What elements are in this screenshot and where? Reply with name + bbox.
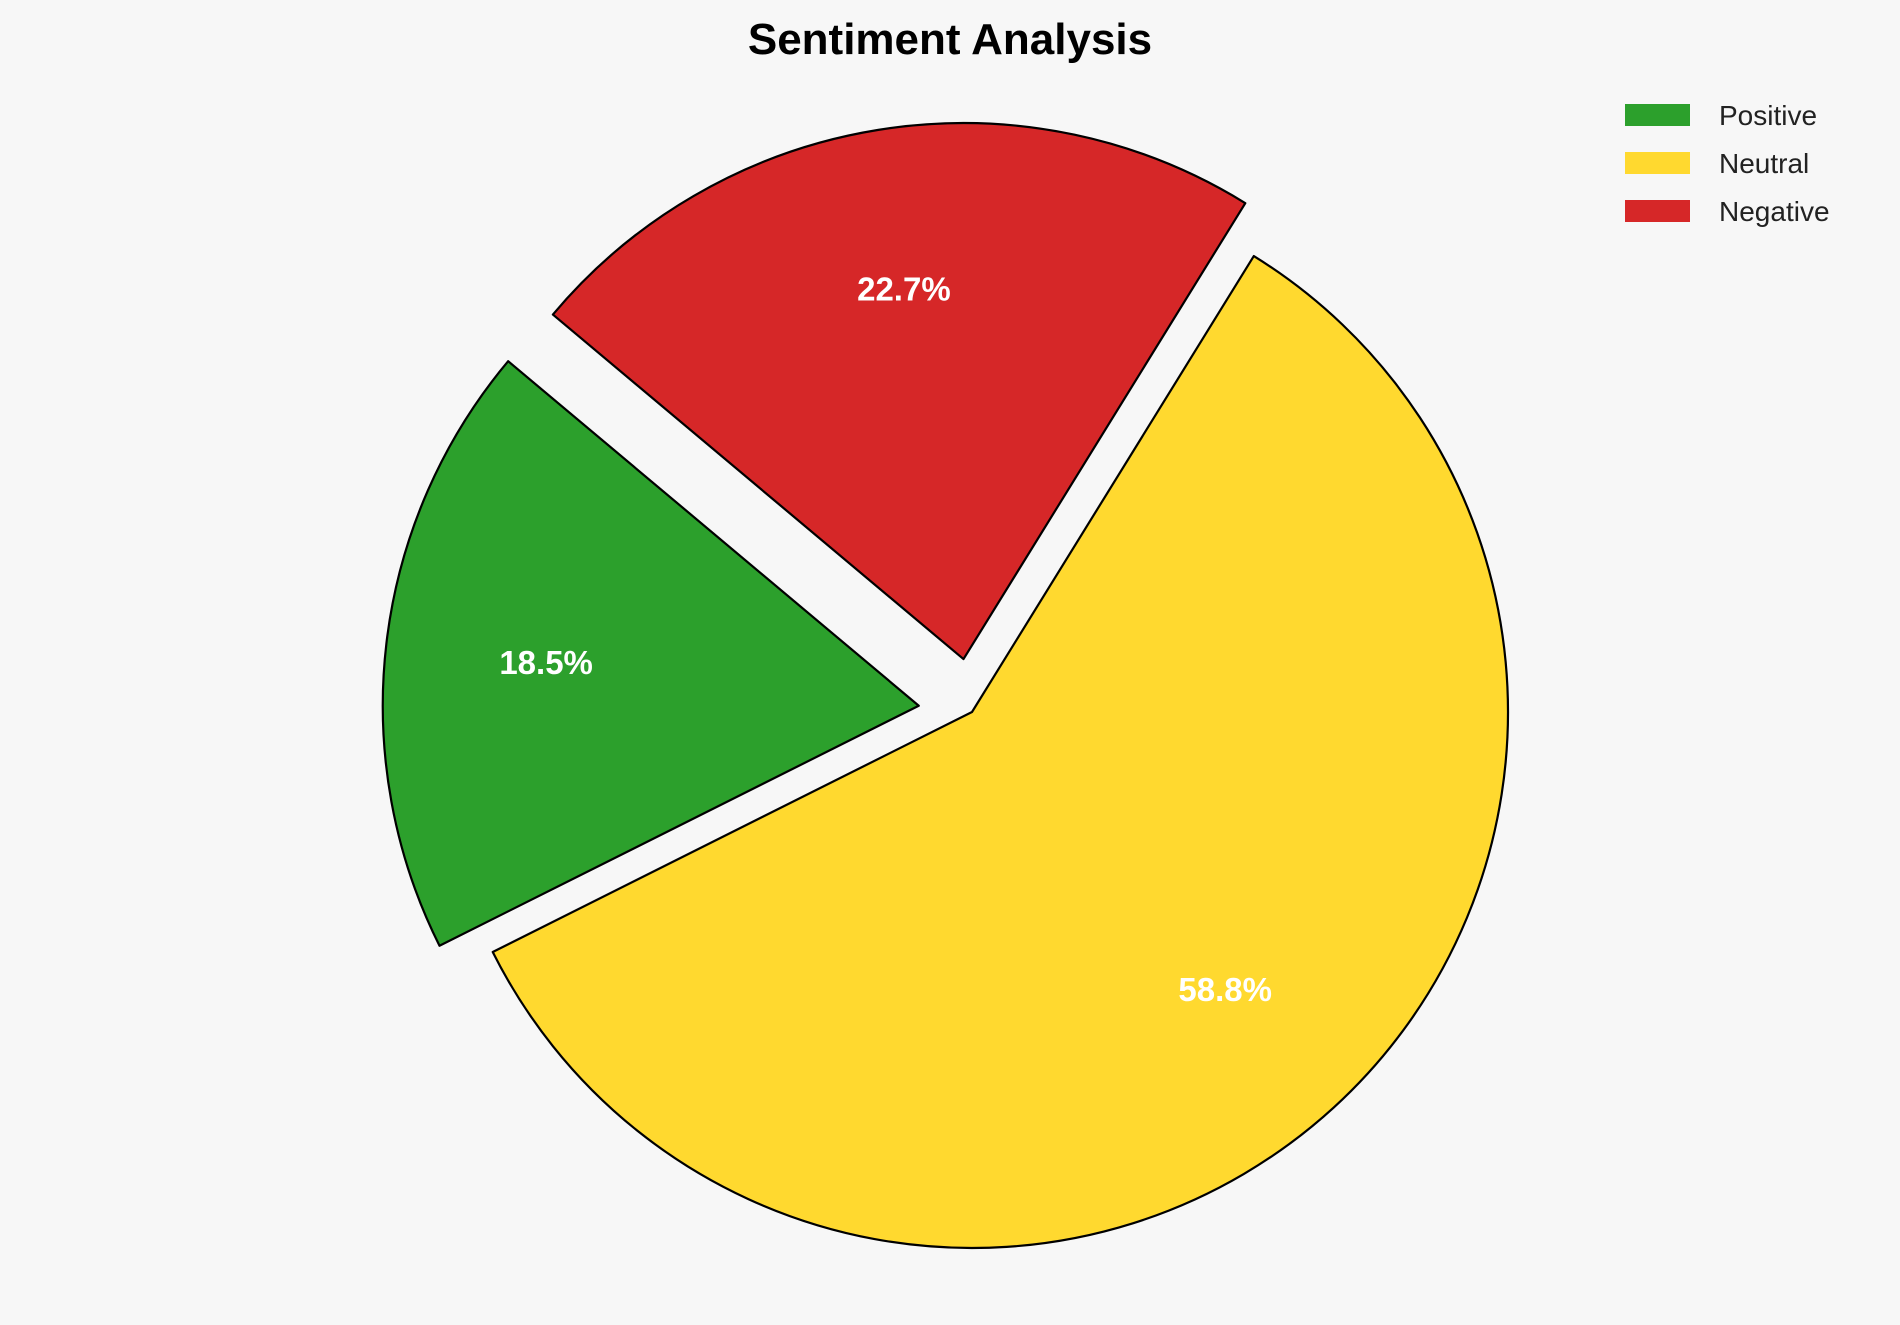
- pie-slice-positive: [381, 360, 920, 947]
- legend-swatch-negative: [1625, 200, 1690, 222]
- chart-title: Sentiment Analysis: [748, 15, 1152, 64]
- slice-label-negative: 22.7%: [857, 271, 951, 308]
- pie-slice-negative: [551, 122, 1247, 661]
- slice-label-positive: 18.5%: [499, 644, 593, 681]
- legend-swatch-neutral: [1625, 152, 1690, 174]
- legend-swatch-positive: [1625, 104, 1690, 126]
- legend-label-positive: Positive: [1719, 100, 1817, 131]
- legend-label-negative: Negative: [1719, 196, 1830, 227]
- legend-label-neutral: Neutral: [1719, 148, 1809, 179]
- slice-label-neutral: 58.8%: [1178, 971, 1272, 1008]
- legend: Positive Neutral Negative: [1625, 100, 1830, 227]
- pie-slice-neutral: [491, 254, 1510, 1250]
